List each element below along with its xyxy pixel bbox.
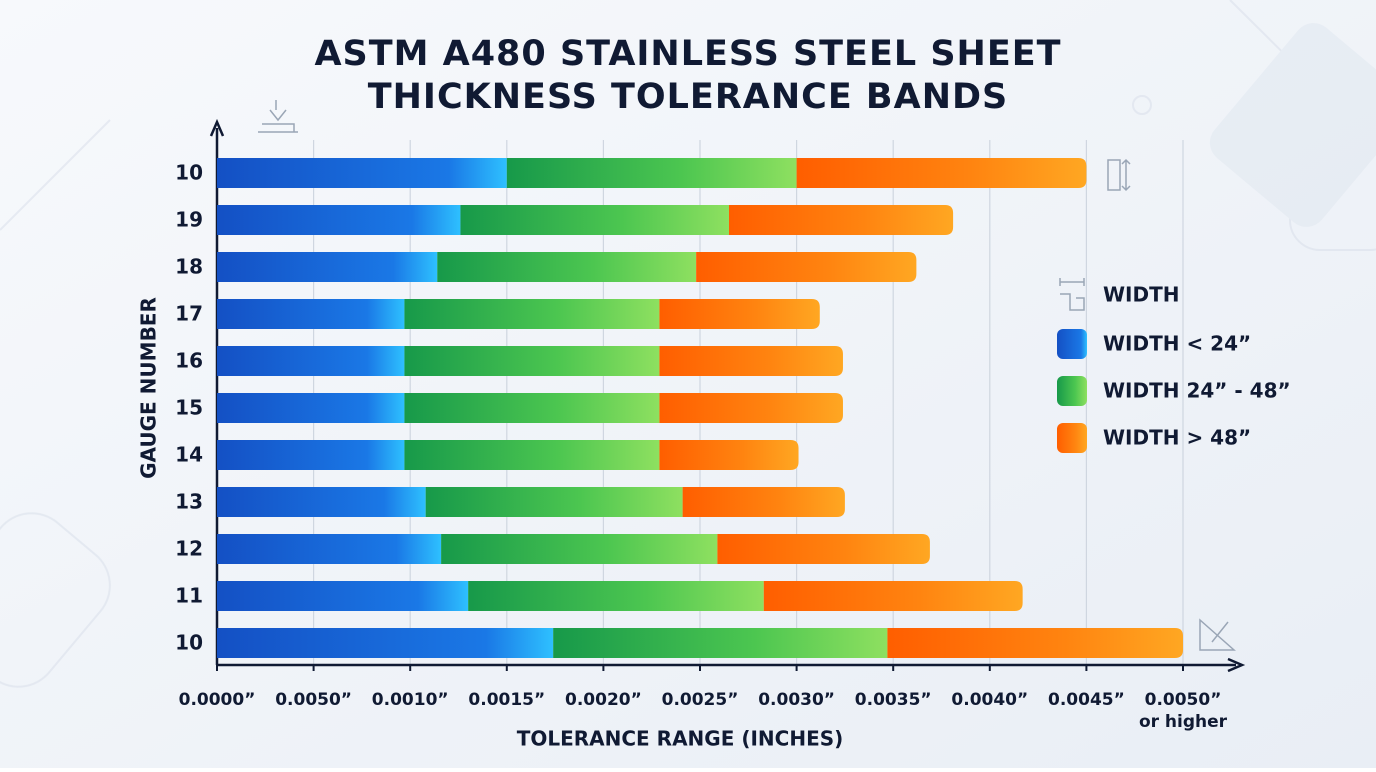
x-axis-label: TOLERANCE RANGE (INCHES) bbox=[517, 727, 844, 751]
annotation: or higher bbox=[1139, 712, 1228, 732]
bar-segment bbox=[404, 299, 660, 329]
x-tick-label: 0.0020” bbox=[565, 690, 642, 710]
icon bbox=[258, 100, 1236, 651]
bar-segment bbox=[217, 158, 507, 188]
bar-segment bbox=[887, 628, 1183, 658]
decoration bbox=[0, 0, 1376, 688]
x-tick-label: 0.0030” bbox=[758, 690, 835, 710]
bar-segment bbox=[460, 205, 729, 235]
bar-segment bbox=[659, 346, 843, 376]
x-tick-label: 0.0050” bbox=[275, 690, 352, 710]
bar-segment bbox=[659, 393, 843, 423]
bar-segment bbox=[404, 346, 660, 376]
y-tick-label: 12 bbox=[175, 537, 203, 561]
bar-segment bbox=[659, 440, 799, 470]
bar-segment bbox=[217, 393, 405, 423]
x-tick-label: 0.0000” bbox=[179, 690, 256, 710]
y-tick-label: 15 bbox=[175, 396, 203, 420]
bar-segment bbox=[468, 581, 764, 611]
x-tick-label: 0.0025” bbox=[662, 690, 739, 710]
legend-title: WIDTH bbox=[1103, 283, 1179, 307]
bar-segment bbox=[659, 299, 820, 329]
legend-swatch bbox=[1057, 423, 1087, 453]
x-tick-label: 0.0010” bbox=[372, 690, 449, 710]
x-axis bbox=[217, 657, 1246, 673]
bar-segment bbox=[217, 299, 405, 329]
bar-segment bbox=[217, 581, 469, 611]
bar-segment bbox=[796, 158, 1087, 188]
legend-label: WIDTH > 48” bbox=[1103, 426, 1251, 450]
bar-segment bbox=[404, 393, 660, 423]
bar-segment bbox=[425, 487, 683, 517]
y-tick-label: 18 bbox=[175, 255, 203, 279]
bar-segment bbox=[404, 440, 660, 470]
legend-swatch bbox=[1057, 376, 1087, 406]
bar-segment bbox=[217, 534, 442, 564]
bar-segment bbox=[217, 252, 438, 282]
bar-segment bbox=[217, 487, 426, 517]
bar-segment bbox=[696, 252, 917, 282]
y-tick-label: 16 bbox=[175, 349, 203, 373]
bar-segment bbox=[728, 205, 954, 235]
x-tick-label: 0.0015” bbox=[468, 690, 545, 710]
y-tick-label: 17 bbox=[175, 302, 203, 326]
x-tick-label: 0.0045” bbox=[1048, 690, 1125, 710]
legend-swatch bbox=[1057, 329, 1087, 359]
y-axis-label: GAUGE NUMBER bbox=[137, 297, 161, 479]
bar-segment bbox=[682, 487, 845, 517]
legend-label: WIDTH < 24” bbox=[1103, 332, 1251, 356]
legend-label: WIDTH 24” - 48” bbox=[1103, 379, 1291, 403]
chart-title: THICKNESS TOLERANCE BANDS bbox=[368, 77, 1009, 117]
bar-segment bbox=[437, 252, 697, 282]
x-tick-label: 0.0040” bbox=[951, 690, 1028, 710]
bar-segment bbox=[217, 628, 554, 658]
y-tick-label: 14 bbox=[175, 443, 203, 467]
bar-segment bbox=[441, 534, 718, 564]
y-tick-label: 10 bbox=[175, 161, 203, 185]
y-tick-label: 13 bbox=[175, 490, 203, 514]
bar-segment bbox=[506, 158, 797, 188]
bar-segment bbox=[217, 205, 461, 235]
bar-segment bbox=[217, 440, 405, 470]
y-tick-label: 10 bbox=[175, 631, 203, 655]
x-tick-label: 0.0035” bbox=[855, 690, 932, 710]
y-tick-label: 11 bbox=[175, 584, 203, 608]
bar-segment bbox=[717, 534, 930, 564]
y-tick-label: 19 bbox=[175, 208, 203, 232]
x-tick-label: 0.0050” bbox=[1145, 690, 1222, 710]
bar-segment bbox=[217, 346, 405, 376]
bar-segment bbox=[763, 581, 1023, 611]
chart-title: ASTM A480 STAINLESS STEEL SHEET bbox=[314, 34, 1061, 74]
bar-segment bbox=[553, 628, 888, 658]
